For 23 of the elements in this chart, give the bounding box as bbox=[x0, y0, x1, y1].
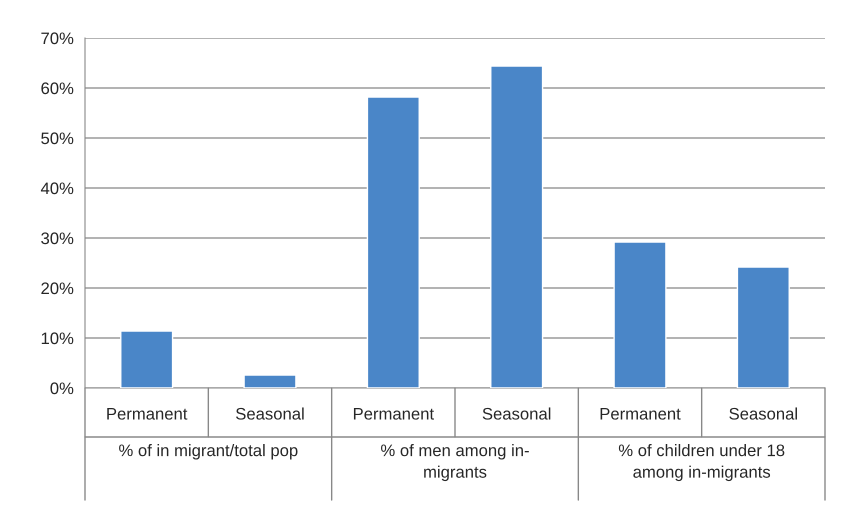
x-tick-label: Seasonal bbox=[482, 407, 550, 420]
y-tick-label: 50% bbox=[41, 132, 74, 144]
text: % of children under 18 among in-migrants bbox=[618, 444, 784, 482]
bar bbox=[613, 241, 667, 388]
y-tick-label: 10% bbox=[42, 332, 74, 344]
x-tick-label: Seasonal bbox=[729, 407, 797, 420]
y-tick-label: 20% bbox=[41, 282, 74, 294]
y-tick-label: 60% bbox=[41, 82, 74, 94]
bar bbox=[490, 65, 544, 388]
x-tick-label: Seasonal bbox=[236, 407, 304, 420]
bar bbox=[736, 266, 790, 388]
text: % of in migrant/total pop bbox=[119, 444, 298, 460]
y-tick-label: 70% bbox=[41, 32, 74, 44]
bar bbox=[366, 96, 420, 388]
y-tick-label: 40% bbox=[40, 182, 74, 194]
y-tick-label: 30% bbox=[41, 232, 74, 244]
x-tick-label: Permanent bbox=[107, 408, 188, 420]
bar bbox=[120, 330, 174, 388]
text: % of men among in- migrants bbox=[381, 444, 529, 482]
y-tick-label: 0% bbox=[50, 382, 74, 394]
bar bbox=[243, 374, 297, 388]
x-tick-label: Permanent bbox=[600, 408, 681, 420]
x-tick-label: Permanent bbox=[354, 408, 434, 420]
